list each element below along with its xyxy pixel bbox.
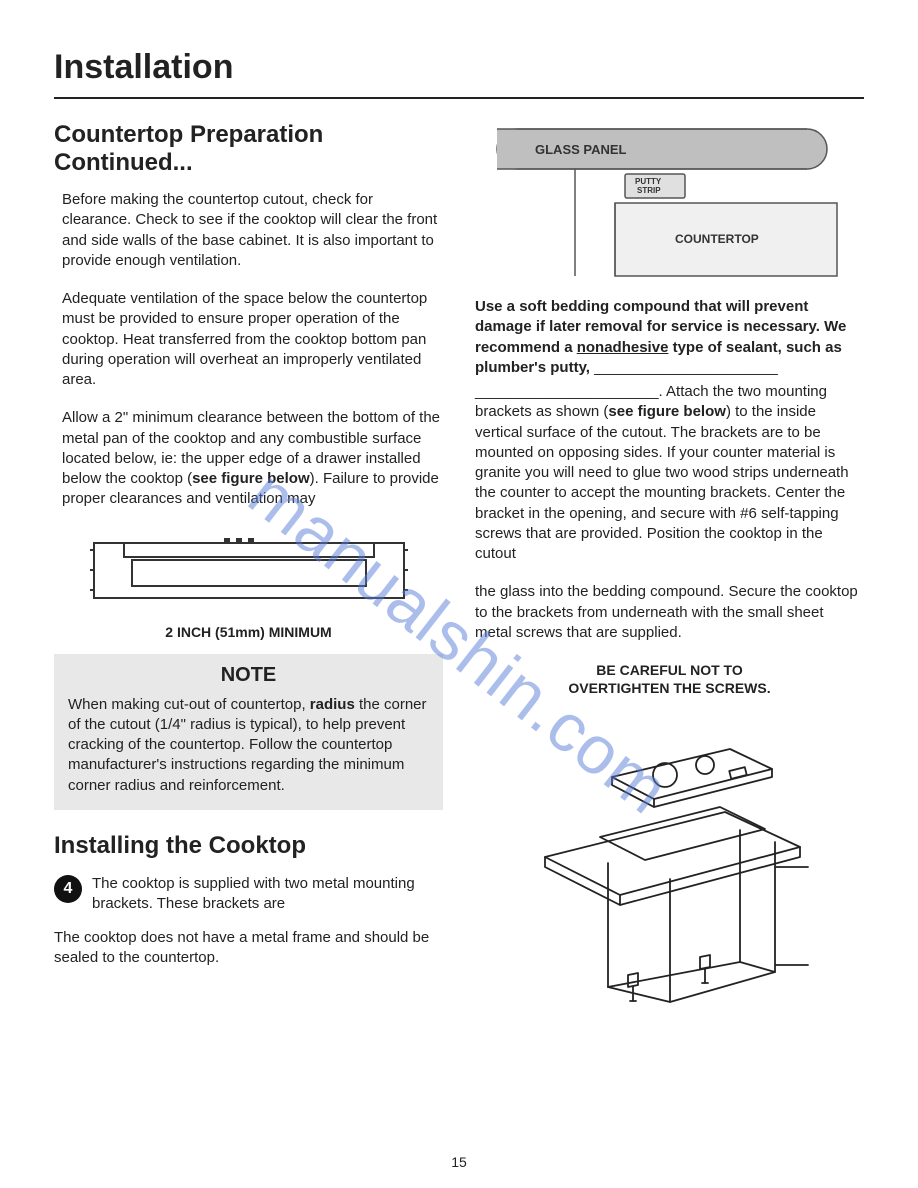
title-rule xyxy=(54,97,864,99)
glass-panel-diagram: GLASS PANEL PUTTY STRIP COUNTERTOP xyxy=(475,121,864,281)
para-ventilation: Adequate ventilation of the space below … xyxy=(54,289,443,390)
section-countertop-prep: Countertop Preparation Continued... xyxy=(54,121,443,176)
note-body: When making cut-out of countertop, radiu… xyxy=(68,695,429,796)
bold-fragment: see figure below xyxy=(608,403,726,420)
note-title: NOTE xyxy=(68,654,429,695)
clearance-caption: 2 INCH (51mm) MINIMUM xyxy=(54,624,443,640)
text-fragment: When making cut-out of countertop, xyxy=(68,696,310,713)
svg-text:STRIP: STRIP xyxy=(637,186,661,195)
para-no-metal-frame: The cooktop does not have a metal frame … xyxy=(54,928,443,969)
step-number-badge: 4 xyxy=(54,875,82,903)
para-min-clearance: Allow a 2" minimum clearance between the… xyxy=(54,408,443,509)
page-title: Installation xyxy=(54,48,864,87)
right-column: GLASS PANEL PUTTY STRIP COUNTERTOP Use a… xyxy=(475,121,864,1017)
step-4: 4 The cooktop is supplied with two metal… xyxy=(54,874,443,915)
para-mounting-brackets: ______________________. Attach the two m… xyxy=(475,382,864,564)
bold-fragment: radius xyxy=(310,696,355,713)
para-bedding-compound: Use a soft bedding compound that will pr… xyxy=(475,297,864,378)
clearance-diagram xyxy=(54,528,443,618)
warn-line1: BE CAREFUL NOT TO xyxy=(596,662,743,678)
section-installing-cooktop: Installing the Cooktop xyxy=(54,832,443,860)
bold-fragment: see figure below xyxy=(192,470,310,487)
blank-line: ______________________ xyxy=(594,359,778,376)
text-fragment: ) to the inside vertical surface of the … xyxy=(475,403,849,562)
step-text: The cooktop is supplied with two metal m… xyxy=(92,874,443,915)
underline-fragment: nonadhesive xyxy=(577,339,669,356)
page-number: 15 xyxy=(0,1154,918,1170)
svg-text:PUTTY: PUTTY xyxy=(635,177,662,186)
para-secure-cooktop: the glass into the bedding compound. Sec… xyxy=(475,582,864,643)
glass-panel-label: GLASS PANEL xyxy=(535,142,627,157)
left-column: Countertop Preparation Continued... Befo… xyxy=(54,121,443,1017)
para-clearance-check: Before making the countertop cutout, che… xyxy=(54,190,443,271)
note-box: NOTE When making cut-out of countertop, … xyxy=(54,654,443,810)
svg-text:COUNTERTOP: COUNTERTOP xyxy=(675,232,759,246)
cabinet-isometric-diagram xyxy=(475,717,864,1017)
warn-line2: OVERTIGHTEN THE SCREWS. xyxy=(568,680,770,696)
two-column-layout: Countertop Preparation Continued... Befo… xyxy=(54,121,864,1017)
overtighten-warning: BE CAREFUL NOT TO OVERTIGHTEN THE SCREWS… xyxy=(475,661,864,697)
